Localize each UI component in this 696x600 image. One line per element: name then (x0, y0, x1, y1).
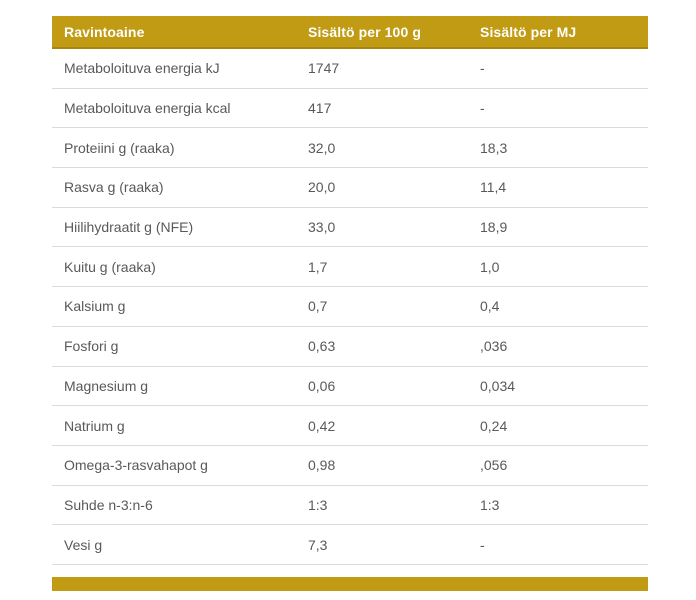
nutrition-table: Ravintoaine Sisältö per 100 g Sisältö pe… (52, 16, 648, 565)
nutrient-name: Kalsium g (64, 298, 126, 315)
table-row: Proteiini g (raaka) 32,0 18,3 (52, 128, 648, 169)
table-header-row: Ravintoaine Sisältö per 100 g Sisältö pe… (52, 16, 648, 49)
value-per-mj: - (480, 536, 485, 553)
table-row: Natrium g 0,42 0,24 (52, 406, 648, 446)
value-per-mj: ,056 (480, 457, 508, 474)
value-per-100g: 0,42 (308, 417, 336, 434)
value-per-100g: 1:3 (308, 496, 328, 513)
nutrient-name: Kuitu g (raaka) (64, 258, 156, 275)
value-per-mj: 18,3 (480, 139, 508, 156)
table-row: Hiilihydraatit g (NFE) 33,0 18,9 (52, 207, 648, 248)
nutrient-name: Fosfori g (64, 338, 119, 355)
table-row: Magnesium g 0,06 0,034 (52, 366, 648, 407)
table-row: Metaboloituva energia kcal 417 - (52, 88, 648, 129)
nutrient-name: Magnesium g (64, 377, 149, 394)
table-row: Metaboloituva energia kJ 1747 - (52, 49, 648, 89)
value-per-100g: 0,63 (308, 338, 336, 355)
value-per-mj: 0,24 (480, 417, 508, 434)
footer-bar (52, 577, 648, 591)
table-body: Metaboloituva energia kJ 1747 - Metabolo… (52, 49, 648, 565)
value-per-100g: 417 (308, 100, 332, 117)
column-header-per-mj: Sisältö per MJ (480, 23, 577, 40)
value-per-100g: 1747 (308, 60, 340, 77)
table-row: Kuitu g (raaka) 1,7 1,0 (52, 247, 648, 288)
nutrient-name: Natrium g (64, 417, 125, 434)
nutrient-name: Rasva g (raaka) (64, 179, 164, 196)
column-header-per-100g: Sisältö per 100 g (308, 23, 421, 40)
table-row: Kalsium g 0,7 0,4 (52, 287, 648, 327)
table-row: Fosfori g 0,63 ,036 (52, 326, 648, 367)
value-per-100g: 0,7 (308, 298, 328, 315)
table-row: Omega-3-rasvahapot g 0,98 ,056 (52, 445, 648, 486)
nutrient-name: Suhde n-3:n-6 (64, 496, 153, 513)
value-per-mj: 0,034 (480, 377, 516, 394)
value-per-mj: 1,0 (480, 258, 500, 275)
value-per-100g: 0,06 (308, 377, 336, 394)
value-per-mj: 1:3 (480, 496, 500, 513)
value-per-mj: ,036 (480, 338, 508, 355)
nutrient-name: Hiilihydraatit g (NFE) (64, 219, 194, 236)
nutrient-name: Metaboloituva energia kJ (64, 60, 220, 77)
value-per-100g: 20,0 (308, 179, 336, 196)
nutrient-name: Omega-3-rasvahapot g (64, 457, 208, 474)
table-row: Vesi g 7,3 - (52, 525, 648, 565)
column-header-ravintoaine: Ravintoaine (64, 23, 145, 40)
table-row: Rasva g (raaka) 20,0 11,4 (52, 168, 648, 208)
table-row: Suhde n-3:n-6 1:3 1:3 (52, 485, 648, 526)
value-per-mj: - (480, 100, 485, 117)
nutrient-name: Metaboloituva energia kcal (64, 100, 231, 117)
value-per-100g: 7,3 (308, 536, 328, 553)
value-per-mj: 11,4 (480, 179, 507, 196)
value-per-mj: - (480, 60, 485, 77)
value-per-100g: 0,98 (308, 457, 336, 474)
value-per-mj: 18,9 (480, 219, 508, 236)
value-per-100g: 1,7 (308, 258, 328, 275)
nutrient-name: Proteiini g (raaka) (64, 139, 175, 156)
value-per-100g: 33,0 (308, 219, 336, 236)
value-per-mj: 0,4 (480, 298, 500, 315)
value-per-100g: 32,0 (308, 139, 336, 156)
nutrient-name: Vesi g (64, 536, 103, 553)
